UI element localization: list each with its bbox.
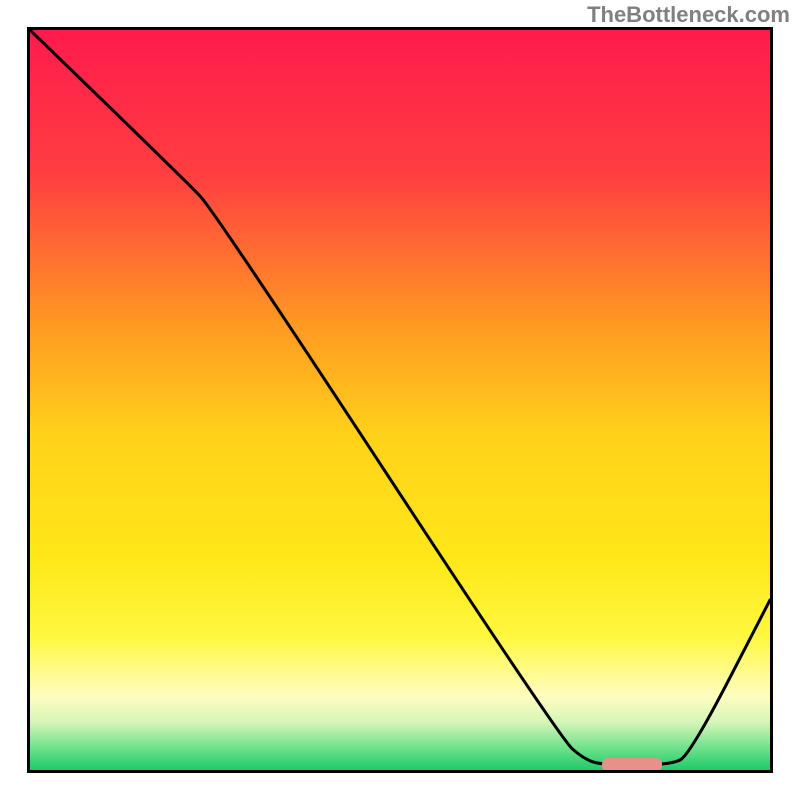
chart-marker	[602, 758, 662, 772]
chart-frame	[27, 27, 773, 773]
chart-curve	[30, 30, 770, 770]
watermark-text: TheBottleneck.com	[587, 2, 790, 28]
